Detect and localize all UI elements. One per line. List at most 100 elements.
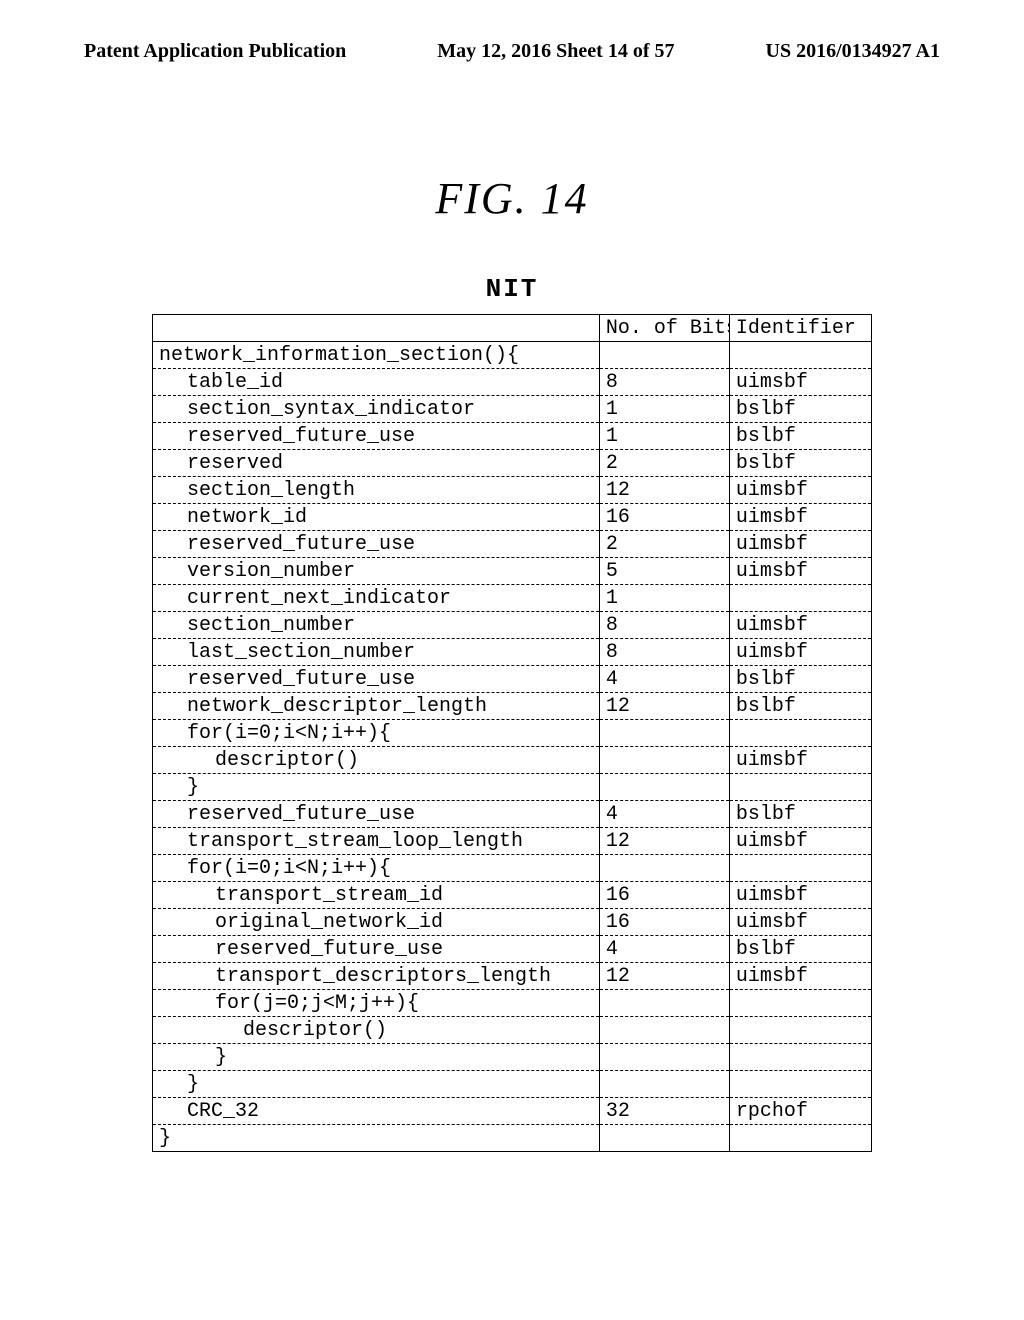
cell-syntax: } [153, 1071, 600, 1098]
cell-syntax: } [153, 1125, 600, 1152]
figure-title: FIG. 14 [80, 173, 944, 224]
cell-identifier: uimsbf [729, 531, 871, 558]
cell-syntax: last_section_number [153, 639, 600, 666]
cell-syntax: transport_descriptors_length [153, 963, 600, 990]
col-header-bits: No. of Bits [599, 315, 729, 342]
table-row: } [153, 1125, 872, 1152]
cell-syntax: transport_stream_loop_length [153, 828, 600, 855]
nit-table: No. of Bits Identifier network_informati… [152, 314, 872, 1152]
cell-bits [599, 342, 729, 369]
nit-table-wrap: No. of Bits Identifier network_informati… [152, 314, 872, 1152]
cell-syntax: original_network_id [153, 909, 600, 936]
header-center: May 12, 2016 Sheet 14 of 57 [437, 40, 674, 63]
table-row: reserved2bslbf [153, 450, 872, 477]
cell-identifier: uimsbf [729, 747, 871, 774]
cell-identifier: uimsbf [729, 828, 871, 855]
cell-bits: 16 [599, 909, 729, 936]
table-row: reserved_future_use4bslbf [153, 666, 872, 693]
cell-syntax: for(j=0;j<M;j++){ [153, 990, 600, 1017]
cell-bits [599, 1125, 729, 1152]
cell-syntax: reserved_future_use [153, 666, 600, 693]
cell-identifier: uimsbf [729, 477, 871, 504]
cell-identifier: uimsbf [729, 963, 871, 990]
cell-syntax: current_next_indicator [153, 585, 600, 612]
cell-bits: 1 [599, 423, 729, 450]
cell-identifier: uimsbf [729, 639, 871, 666]
cell-bits: 4 [599, 936, 729, 963]
cell-bits: 5 [599, 558, 729, 585]
table-row: original_network_id16uimsbf [153, 909, 872, 936]
table-row: network_descriptor_length12bslbf [153, 693, 872, 720]
cell-bits [599, 747, 729, 774]
cell-bits: 1 [599, 585, 729, 612]
table-row: descriptor()uimsbf [153, 747, 872, 774]
cell-syntax: version_number [153, 558, 600, 585]
cell-identifier: bslbf [729, 423, 871, 450]
table-row: table_id8uimsbf [153, 369, 872, 396]
cell-identifier: bslbf [729, 693, 871, 720]
cell-identifier: rpchof [729, 1098, 871, 1125]
cell-identifier: bslbf [729, 936, 871, 963]
cell-identifier: uimsbf [729, 882, 871, 909]
cell-syntax: section_length [153, 477, 600, 504]
cell-bits: 8 [599, 612, 729, 639]
col-header-ident: Identifier [729, 315, 871, 342]
cell-identifier: uimsbf [729, 369, 871, 396]
table-header-row: No. of Bits Identifier [153, 315, 872, 342]
cell-syntax: reserved_future_use [153, 936, 600, 963]
cell-syntax: section_syntax_indicator [153, 396, 600, 423]
cell-syntax: reserved_future_use [153, 423, 600, 450]
cell-bits: 8 [599, 369, 729, 396]
cell-identifier [729, 774, 871, 801]
cell-identifier: bslbf [729, 801, 871, 828]
table-row: current_next_indicator1 [153, 585, 872, 612]
cell-syntax: reserved_future_use [153, 801, 600, 828]
cell-syntax: table_id [153, 369, 600, 396]
cell-identifier [729, 1017, 871, 1044]
cell-bits: 4 [599, 801, 729, 828]
table-row: for(i=0;i<N;i++){ [153, 720, 872, 747]
table-row: section_number8uimsbf [153, 612, 872, 639]
table-row: reserved_future_use4bslbf [153, 936, 872, 963]
table-row: } [153, 1071, 872, 1098]
cell-syntax: descriptor() [153, 1017, 600, 1044]
cell-bits: 32 [599, 1098, 729, 1125]
cell-syntax: network_id [153, 504, 600, 531]
table-row: } [153, 1044, 872, 1071]
cell-bits: 8 [599, 639, 729, 666]
table-row: for(i=0;i<N;i++){ [153, 855, 872, 882]
cell-syntax: for(i=0;i<N;i++){ [153, 720, 600, 747]
table-row: transport_descriptors_length12uimsbf [153, 963, 872, 990]
table-row: version_number5uimsbf [153, 558, 872, 585]
cell-syntax: CRC_32 [153, 1098, 600, 1125]
table-row: } [153, 774, 872, 801]
table-label: NIT [80, 274, 944, 304]
cell-identifier [729, 1071, 871, 1098]
table-row: descriptor() [153, 1017, 872, 1044]
cell-syntax: reserved [153, 450, 600, 477]
cell-bits [599, 774, 729, 801]
cell-syntax: transport_stream_id [153, 882, 600, 909]
cell-identifier [729, 585, 871, 612]
cell-bits [599, 1071, 729, 1098]
table-row: section_syntax_indicator1bslbf [153, 396, 872, 423]
cell-identifier: bslbf [729, 396, 871, 423]
cell-syntax: } [153, 774, 600, 801]
cell-identifier: bslbf [729, 450, 871, 477]
cell-bits: 16 [599, 882, 729, 909]
cell-identifier: uimsbf [729, 909, 871, 936]
cell-bits [599, 1044, 729, 1071]
table-row: reserved_future_use1bslbf [153, 423, 872, 450]
cell-syntax: network_information_section(){ [153, 342, 600, 369]
cell-syntax: } [153, 1044, 600, 1071]
cell-syntax: for(i=0;i<N;i++){ [153, 855, 600, 882]
cell-bits: 12 [599, 693, 729, 720]
cell-identifier [729, 342, 871, 369]
cell-bits: 16 [599, 504, 729, 531]
header-left: Patent Application Publication [84, 40, 346, 63]
cell-bits: 4 [599, 666, 729, 693]
table-row: for(j=0;j<M;j++){ [153, 990, 872, 1017]
cell-bits: 2 [599, 531, 729, 558]
table-row: reserved_future_use2uimsbf [153, 531, 872, 558]
cell-bits [599, 855, 729, 882]
